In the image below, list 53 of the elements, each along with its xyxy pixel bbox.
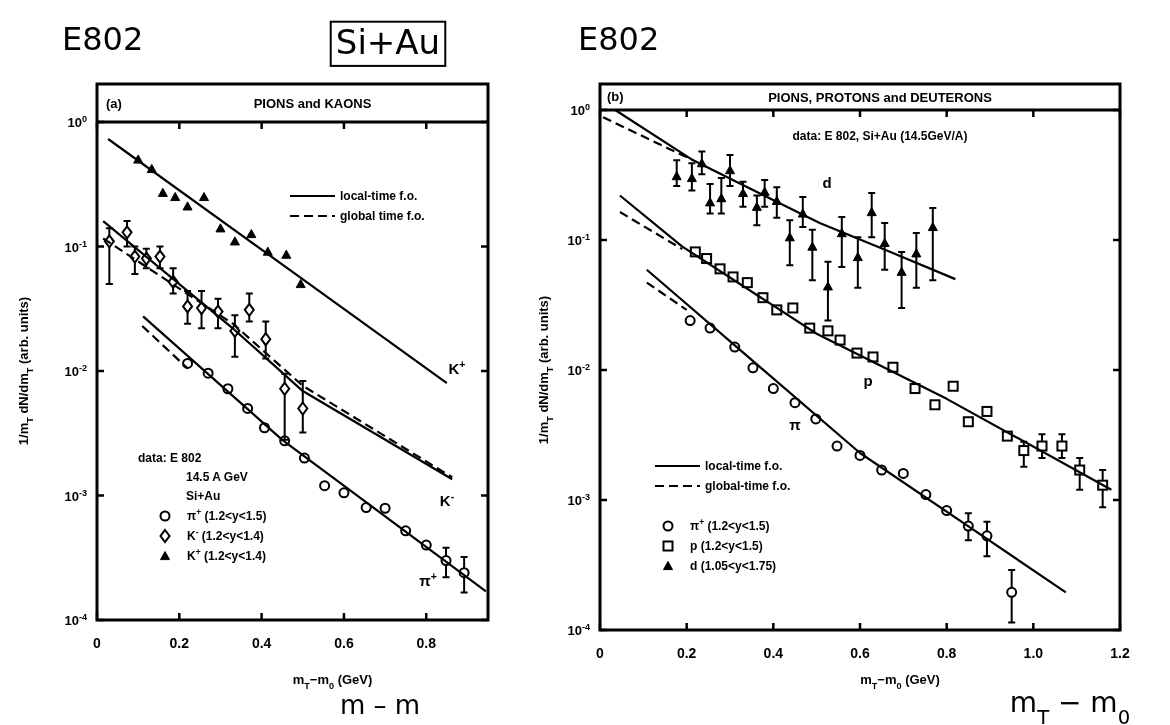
annotation: d: [822, 174, 832, 191]
x-tick-label: 0.6: [850, 645, 870, 661]
annotation: data: E 802: [138, 451, 202, 465]
y-tick-label: 10$^{-1}$: [567, 232, 590, 248]
y-tick-label: 10$^{-4}$: [64, 612, 88, 628]
annotation: p: [863, 372, 873, 389]
legend-label: local-time f.o.: [340, 189, 418, 203]
annotation: K$^{-}$: [439, 490, 455, 509]
legend-label: d (1.05<y<1.75): [690, 559, 777, 573]
y-tick-label: 10$^{-2}$: [567, 362, 590, 378]
y-tick-label: 10$^{0}$: [67, 114, 87, 130]
x-tick-label: 0: [596, 645, 605, 661]
x-tick-label: 0.8: [416, 635, 437, 651]
annotation: π$^{+}$: [419, 570, 437, 589]
y-tick-label: 10$^{0}$: [570, 102, 590, 118]
x-tick-label: 1.0: [1023, 645, 1044, 661]
x-tick-label: 0.4: [763, 645, 784, 661]
annotation: π: [789, 416, 802, 433]
y-tick-label: 10$^{-2}$: [64, 363, 87, 379]
x-tick-label: 1.2: [1110, 645, 1130, 661]
text: Si+Au: [335, 22, 441, 62]
y-tick-label: 10$^{-3}$: [64, 487, 87, 504]
text: (a): [106, 96, 122, 111]
legend-label: π$^{+}$ (1.2<y<1.5): [187, 507, 267, 523]
text: m – m: [339, 690, 421, 720]
chart-subtitle: PIONS and KAONS: [253, 96, 372, 111]
y-tick-label: 10$^{-1}$: [64, 238, 87, 255]
x-tick-label: 0.6: [334, 635, 354, 651]
legend-label: π$^{+}$ (1.2<y<1.5): [690, 517, 770, 533]
x-tick-label: 0.4: [251, 635, 272, 651]
x-axis-title: m$_{T}$−m$_{0}$ (GeV): [860, 672, 940, 691]
annotation: Si+Au: [186, 489, 221, 503]
legend-label: p (1.2<y<1.5): [690, 539, 763, 553]
text: (b): [607, 89, 624, 104]
legend-label: K$^{+}$ (1.2<y<1.4): [187, 547, 266, 563]
annotation: data: E 802, Si+Au (14.5GeV/A): [792, 129, 968, 143]
chart-subtitle: PIONS, PROTONS and DEUTERONS: [768, 90, 993, 105]
x-tick-label: 0.8: [936, 645, 957, 661]
y-tick-label: 10$^{-4}$: [567, 622, 591, 638]
y-tick-label: 10$^{-3}$: [567, 492, 590, 508]
x-tick-label: 0.2: [169, 635, 190, 651]
x-tick-label: 0: [93, 635, 102, 651]
legend-label: K$^{-}$ (1.2<y<1.4): [187, 527, 264, 543]
x-axis-title: m$_{T}$−m$_{0}$ (GeV): [292, 672, 373, 691]
annotation: 14.5 A GeV: [186, 470, 248, 484]
text: m$_{T}$ − m$_{0}$: [1009, 686, 1131, 725]
legend-label: global-time f.o.: [705, 479, 791, 493]
legend-label: local-time f.o.: [705, 459, 783, 473]
chart-title: E802: [62, 20, 144, 58]
x-tick-label: 0.2: [676, 645, 697, 661]
legend-label: global time f.o.: [340, 209, 425, 223]
chart-title: E802: [578, 20, 660, 58]
annotation: K$^{+}$: [448, 358, 466, 377]
